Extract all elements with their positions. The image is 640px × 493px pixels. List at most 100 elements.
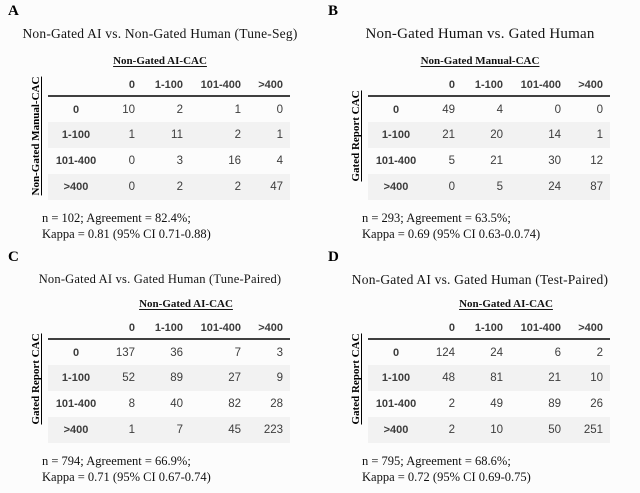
matrix-cell: 24	[490, 346, 503, 359]
matrix-cell: 3	[276, 346, 283, 359]
column-header: 1-100	[474, 322, 503, 334]
row-header: 1-100	[61, 129, 91, 141]
matrix-cell: 49	[490, 398, 503, 410]
matrix-cell: 4	[496, 103, 503, 116]
header-row: 0 1-100 101-400 >400	[48, 315, 290, 339]
corner-cell	[48, 72, 104, 96]
row-axis-label: Gated Report CAC	[30, 333, 42, 425]
header-row: 0 1-100 101-400 >400	[368, 315, 610, 339]
column-header: 0	[448, 79, 455, 91]
table-row: >400 0 5 24 87	[368, 174, 610, 200]
panel-C: C Non-Gated AI vs. Gated Human (Tune-Pai…	[0, 246, 320, 493]
matrix-cell: 8	[128, 398, 135, 410]
column-header: >400	[578, 79, 603, 91]
matrix-cell: 0	[128, 155, 135, 167]
matrix-cell: 1	[234, 103, 241, 116]
matrix-cell: 1	[128, 129, 135, 141]
matrix-cell: 81	[490, 372, 503, 384]
matrix-cell: 1	[276, 129, 283, 141]
column-header: 101-400	[520, 79, 561, 91]
row-header: 0	[392, 346, 400, 359]
panel-title: Non-Gated AI vs. Gated Human (Test-Paire…	[351, 272, 609, 287]
row-axis-label: Gated Report CAC	[350, 333, 362, 425]
matrix-cell: 5	[448, 155, 455, 167]
stats-block: n = 293; Agreement = 63.5%; Kappa = 0.69…	[362, 211, 640, 242]
stats-kappa: Kappa = 0.81 (95% CI 0.71-0.88)	[42, 226, 211, 241]
column-header: 1-100	[474, 79, 503, 91]
matrix-cell: 2	[234, 129, 241, 141]
panel-B: B Non-Gated Human vs. Gated Human Non-Ga…	[320, 0, 640, 246]
stats-block: n = 102; Agreement = 82.4%; Kappa = 0.81…	[42, 211, 320, 242]
row-header: 101-400	[55, 398, 97, 410]
table-row: 0 10 2 1 0	[48, 96, 290, 122]
matrix-cell: 21	[442, 129, 455, 141]
row-header: 1-100	[381, 129, 411, 141]
table-row: 0 124 24 6 2	[368, 339, 610, 365]
matrix-cell: 10	[490, 424, 503, 436]
table-row: 1-100 21 20 14 1	[368, 122, 610, 148]
matrix-cell: 1	[596, 129, 603, 141]
table-row: 0 137 36 7 3	[48, 339, 290, 365]
matrix-cell: 27	[228, 372, 241, 384]
table-row: 1-100 1 11 2 1	[48, 122, 290, 148]
matrix-cell: 12	[590, 155, 603, 167]
panel-D: D Non-Gated AI vs. Gated Human (Test-Pai…	[320, 246, 640, 493]
matrix-cell: 14	[548, 129, 561, 141]
table-row: 101-400 0 3 16 4	[48, 148, 290, 174]
stats-n-agreement: n = 795; Agreement = 68.6%;	[362, 454, 511, 468]
matrix-cell: 6	[554, 346, 561, 359]
matrix-cell: 0	[128, 181, 135, 193]
matrix-cell: 26	[590, 398, 603, 410]
matrix-cell: 7	[176, 424, 183, 436]
confusion-matrix: Gated Report CAC 0 1-100 101-400 >400 0 …	[344, 72, 640, 200]
table-row: 1-100 48 81 21 10	[368, 365, 610, 391]
matrix-cell: 21	[490, 155, 503, 167]
row-axis: Gated Report CAC	[344, 315, 368, 443]
column-header: 1-100	[154, 322, 183, 334]
row-header: 0	[72, 103, 80, 116]
matrix-cell: 52	[122, 372, 135, 384]
column-header: 0	[128, 79, 135, 91]
matrix-cell: 16	[228, 155, 241, 167]
matrix-cell: 223	[263, 424, 283, 436]
matrix-cell: 40	[170, 398, 183, 410]
matrix-cell: 48	[442, 372, 455, 384]
matrix-cell: 87	[590, 181, 603, 193]
matrix-cell: 89	[170, 372, 183, 384]
column-header: 101-400	[200, 322, 241, 334]
matrix-cell: 10	[590, 372, 603, 384]
row-header: 0	[392, 103, 400, 116]
matrix-cell: 2	[448, 424, 455, 436]
row-axis: Gated Report CAC	[344, 72, 368, 200]
matrix-cell: 49	[442, 103, 455, 116]
matrix-cell: 89	[548, 398, 561, 410]
row-header: >400	[383, 181, 409, 193]
matrix-cell: 30	[548, 155, 561, 167]
column-header: 101-400	[200, 79, 241, 91]
column-header: >400	[578, 322, 603, 334]
column-header: 0	[448, 322, 455, 334]
matrix-cell: 5	[496, 181, 503, 193]
matrix-cell: 82	[228, 398, 241, 410]
matrix-cell: 3	[176, 155, 183, 167]
confusion-matrix-table: 0 1-100 101-400 >400 0 1 0 2 1 0	[48, 72, 290, 200]
header-row: 0 1-100 101-400 >400	[368, 72, 610, 96]
matrix-cell: 0	[276, 103, 283, 116]
matrix-cell: 0	[596, 103, 603, 116]
row-axis: Gated Report CAC	[24, 315, 48, 443]
matrix-cell: 251	[583, 424, 603, 436]
matrix-cell: 137	[115, 346, 135, 359]
matrix-cell: 2	[596, 346, 603, 359]
matrix-cell: 2	[448, 398, 455, 410]
column-header: 0	[128, 322, 135, 334]
confusion-matrix-table: 0 1-100 101-400 >400 0 124 24 6 2	[368, 315, 610, 443]
header-row: 0 1-100 101-400 >400	[48, 72, 290, 96]
panel-letter: D	[328, 249, 339, 265]
stats-block: n = 795; Agreement = 68.6%; Kappa = 0.72…	[362, 454, 640, 485]
matrix-cell: 9	[276, 372, 283, 384]
row-header: 1-100	[61, 372, 91, 384]
table-row: 101-400 2 49 89 26	[368, 391, 610, 417]
panel-title: Non-Gated Human vs. Gated Human	[365, 26, 595, 42]
matrix-cell: 0	[554, 103, 561, 116]
